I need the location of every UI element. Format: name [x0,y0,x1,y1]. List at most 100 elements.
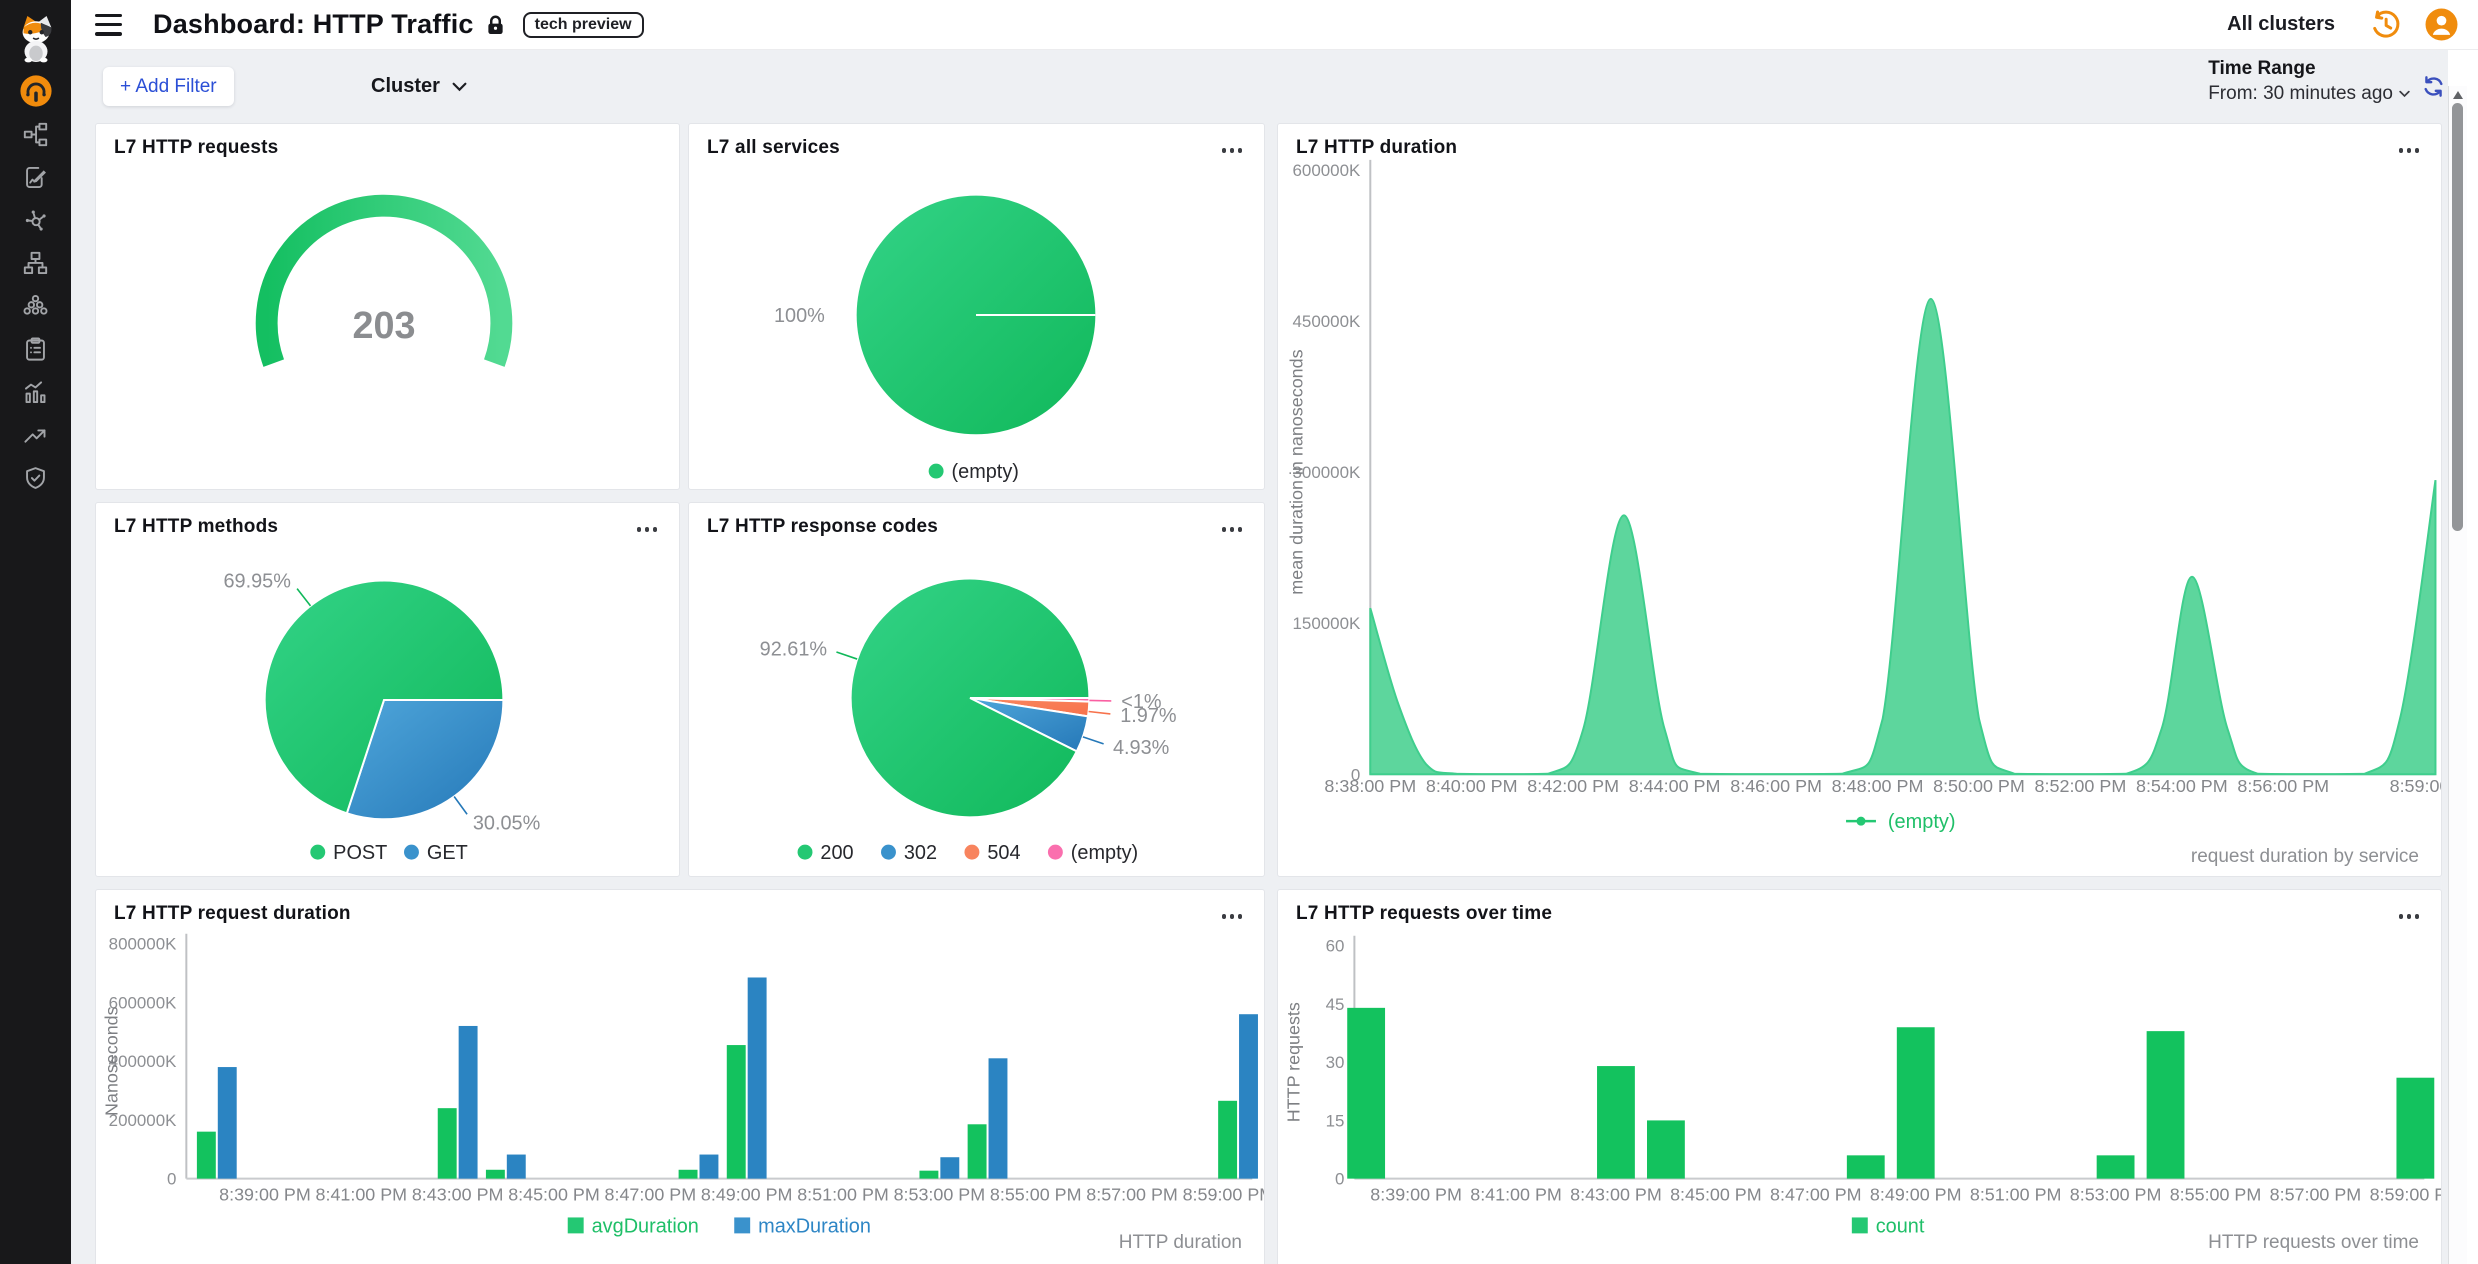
tech-preview-badge: tech preview [522,11,644,38]
panel-menu-button[interactable] [2395,910,2424,923]
cluster-filter-label: Cluster [371,75,440,97]
svg-text:8:48:00 PM: 8:48:00 PM [1832,776,1924,796]
l7-all-services-pie-chart[interactable]: 100% (empty) [689,124,1264,489]
svg-text:203: 203 [352,305,415,347]
svg-text:8:51:00 PM: 8:51:00 PM [1970,1185,2062,1205]
svg-text:100%: 100% [774,305,825,327]
svg-text:8:57:00 PM: 8:57:00 PM [2270,1185,2362,1205]
user-avatar[interactable] [2425,8,2458,41]
panel-title: L7 HTTP methods [114,516,279,537]
svg-text:92.61%: 92.61% [760,639,827,661]
panel-menu-button[interactable] [1218,144,1247,157]
panel-title: L7 HTTP response codes [707,516,939,537]
history-icon[interactable] [2369,9,2401,40]
honeycomb-icon [22,293,49,325]
l7-http-methods-pie-chart[interactable]: 30.05% 69.95% POST GET [96,503,679,876]
svg-text:8:43:00 PM: 8:43:00 PM [412,1185,504,1205]
svg-text:150000K: 150000K [1292,614,1361,633]
panel-l7-http-request-duration: L7 HTTP request duration 800000K 600000K 4… [95,889,1265,1264]
panel-l7-http-requests-over-time: L7 HTTP requests over time 60 45 30 15 0 8:39… [1277,889,2442,1264]
refresh-icon[interactable] [2421,74,2446,102]
sidebar-item-dashboards[interactable] [0,72,71,115]
svg-text:8:40:00 PM: 8:40:00 PM [1426,776,1518,796]
svg-text:300000K: 300000K [1292,463,1361,482]
time-range-label: Time Range [2208,58,2316,79]
sidebar-item-service-graph[interactable] [0,201,71,244]
svg-text:504: 504 [987,842,1020,864]
svg-text:8:38:00 PM: 8:38:00 PM [1324,776,1416,796]
l7-http-requests-gauge-chart[interactable]: 203 [96,124,679,489]
panel-menu-button[interactable] [1218,523,1247,536]
add-filter-button[interactable]: + Add Filter [103,67,234,106]
time-range-selector[interactable]: Time Range From: 30 minutes ago [2208,58,2410,105]
svg-text:15: 15 [1326,1111,1345,1130]
chevron-down-icon [2399,90,2410,98]
svg-text:8:55:00 PM: 8:55:00 PM [990,1185,1082,1205]
svg-text:HTTP requests: HTTP requests [1284,1002,1304,1122]
sidebar-item-security[interactable] [0,459,71,502]
sidebar-item-metrics[interactable] [0,373,71,416]
l7-http-requests-over-time-bar-chart[interactable]: 60 45 30 15 0 8:39:00 PM 8:41:00 PM 8:43:00 PM 8… [1278,890,2441,1264]
l7-http-request-duration-bar-chart[interactable]: 800000K 600000K 400000K 200000K 0 8:39:00 PM 8… [96,890,1264,1264]
svg-text:(empty): (empty) [1888,811,1956,833]
svg-text:8:50:00 PM: 8:50:00 PM [1933,776,2025,796]
top-header: Dashboard: HTTP Traffic tech preview All… [71,0,2478,50]
chart-footer: HTTP duration [1118,1232,1242,1253]
svg-text:8:45:00 PM: 8:45:00 PM [508,1185,600,1205]
l7-http-response-codes-pie-chart[interactable]: <1% 1.97% 4.93% 92.61% 200 302 504 (empty) [689,503,1264,876]
shield-check-icon [22,465,49,497]
network-tree-icon [22,250,49,282]
panel-menu-button[interactable] [633,523,662,536]
time-range-value: From: 30 minutes ago [2208,83,2410,105]
svg-text:8:52:00 PM: 8:52:00 PM [2035,776,2127,796]
svg-text:8:49:00 PM: 8:49:00 PM [701,1185,793,1205]
svg-text:30: 30 [1326,1053,1345,1072]
svg-text:avgDuration: avgDuration [592,1215,699,1237]
panel-menu-button[interactable] [1218,910,1247,923]
sidebar-item-clusters[interactable] [0,287,71,330]
svg-text:200: 200 [820,842,853,864]
chart-footer: request duration by service [2190,846,2419,867]
svg-text:0: 0 [167,1170,176,1189]
svg-text:8:59:00 PM: 8:59:00 PM [2370,1185,2441,1205]
svg-text:600000K: 600000K [1292,161,1361,180]
sidebar-nav [0,72,71,502]
sidebar-item-trends[interactable] [0,416,71,459]
cluster-scope-label[interactable]: All clusters [2227,13,2335,35]
scrollbar-thumb[interactable] [2452,103,2463,531]
svg-text:600000K: 600000K [109,993,177,1012]
sidebar-item-flow-logs[interactable] [0,158,71,201]
panel-menu-button[interactable] [2395,144,2424,157]
panel-l7-http-methods: L7 HTTP methods 30.05% 69.95% POST GET [95,502,680,877]
hubble-cat-logo[interactable] [0,0,71,72]
bar-chart-icon [22,379,49,411]
svg-text:302: 302 [904,842,937,864]
cluster-filter-dropdown[interactable]: Cluster [371,67,467,106]
svg-text:8:41:00 PM: 8:41:00 PM [1470,1185,1562,1205]
svg-text:mean duration in nanoseconds: mean duration in nanoseconds [1286,349,1306,594]
svg-text:8:39:00 PM: 8:39:00 PM [219,1185,311,1205]
vertical-scrollbar[interactable] [2448,86,2467,1264]
gauge-icon [19,74,53,113]
l7-http-duration-area-chart[interactable]: 600000K 450000K 300000K 150000K 0 8:38:00 PM 8… [1278,124,2441,876]
svg-text:8:54:00 PM: 8:54:00 PM [2136,776,2228,796]
panel-title: L7 HTTP requests over time [1296,903,1553,924]
document-edit-icon [22,164,49,196]
svg-text:8:53:00 PM: 8:53:00 PM [894,1185,986,1205]
hamburger-menu-button[interactable] [95,13,123,36]
trend-up-icon [22,422,49,454]
svg-text:30.05%: 30.05% [473,812,540,834]
lock-icon [486,14,505,36]
sidebar-item-reports[interactable] [0,330,71,373]
svg-text:8:51:00 PM: 8:51:00 PM [797,1185,889,1205]
sidebar-item-network[interactable] [0,244,71,287]
svg-text:maxDuration: maxDuration [758,1215,871,1237]
chart-footer: HTTP requests over time [2208,1232,2419,1253]
svg-text:0: 0 [1351,765,1360,784]
svg-text:8:43:00 PM: 8:43:00 PM [1570,1185,1662,1205]
panel-l7-all-services: L7 all services 100% (empty) [688,123,1265,490]
scrollbar-up-arrow[interactable] [2453,91,2463,99]
sidebar-item-topology[interactable] [0,115,71,158]
topology-icon [22,121,49,153]
chevron-down-icon [452,82,467,91]
